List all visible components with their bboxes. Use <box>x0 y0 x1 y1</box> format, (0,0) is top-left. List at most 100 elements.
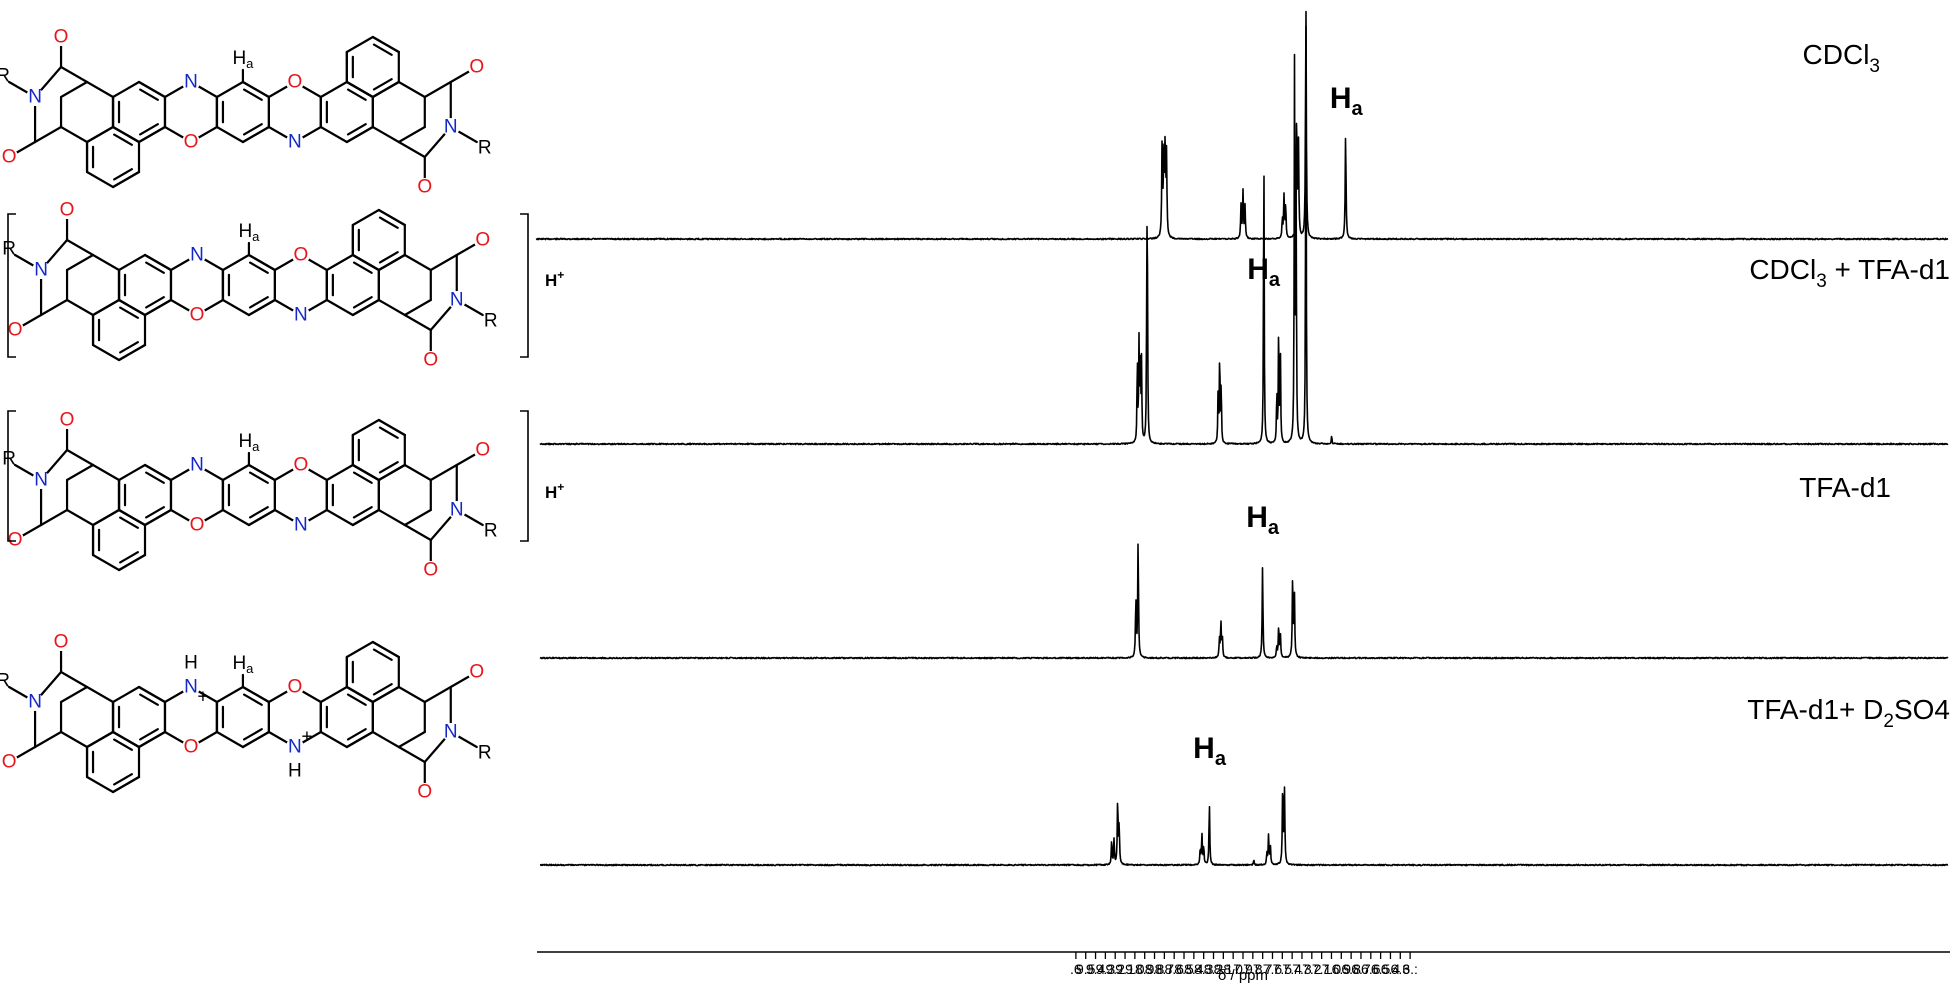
x-tick-label: 7.3 <box>1292 961 1312 977</box>
nitrogen-atom: N <box>34 260 48 281</box>
nitrogen-atom: N <box>450 290 464 311</box>
x-tick-label: 8.7 <box>1155 961 1175 977</box>
ppm-axis: δ / ppm .69.59.49.39.29.19.08.98.88.78.6… <box>537 951 1950 984</box>
bracket-left <box>7 213 16 358</box>
spectrum-3: TFA-d1 Ha H+ <box>539 472 1949 660</box>
oxygen-atom: O <box>287 677 302 698</box>
oxygen-atom: O <box>417 782 432 803</box>
nitrogen-atom: N <box>444 722 458 743</box>
x-tick-label: 8.5 <box>1174 961 1194 977</box>
x-tick-label: 6.: <box>1402 961 1418 977</box>
x-tick-label: 7.9 <box>1233 961 1253 977</box>
nitrogen-atom: N <box>34 470 48 491</box>
oxygen-atom: O <box>184 132 199 153</box>
spectrum-label-2: CDCl3 + TFA-d1 <box>1749 254 1950 292</box>
spectrum-trace-1 <box>535 10 1949 241</box>
spectrum-4: TFA-d1+ D2SO4 Ha <box>539 694 1950 867</box>
spectrum-trace-4 <box>539 786 1949 867</box>
oxygen-atom: O <box>54 27 69 48</box>
nitrogen-atom: N <box>28 87 42 108</box>
oxygen-atom: O <box>184 737 199 758</box>
nitrogen-atom: N <box>190 455 204 476</box>
nitrogen-atom: N <box>190 245 204 266</box>
x-tick-label: 6.6 <box>1361 961 1381 977</box>
spectrum-label-1: CDCl3 <box>1803 39 1880 77</box>
oxygen-atom: O <box>423 350 438 371</box>
r-group-label: R <box>484 311 498 332</box>
x-tick-label: 8.1 <box>1214 961 1234 977</box>
nitrogen-atom: N <box>288 737 302 758</box>
x-tick-label: 8.4 <box>1184 961 1204 977</box>
x-tick-label: 8.3 <box>1194 961 1214 977</box>
x-tick-label: 6.4 <box>1381 961 1401 977</box>
x-tick-label: 9.0 <box>1125 961 1145 977</box>
x-tick-label: 7.5 <box>1273 961 1293 977</box>
ha-atom-label: Ha <box>232 653 254 676</box>
x-tick-label: 7.2 <box>1302 961 1322 977</box>
oxygen-atom: O <box>190 305 205 326</box>
spectrum-trace-3 <box>539 543 1949 660</box>
x-tick-label: 8.9 <box>1135 961 1155 977</box>
nitrogen-atom: N <box>288 132 302 153</box>
x-tick-label: 7.7 <box>1253 961 1273 977</box>
nitrogen-atom: N <box>28 692 42 713</box>
structure-bonds <box>7 640 478 794</box>
nitrogen-atom: N <box>184 677 198 698</box>
r-group-label: R <box>2 239 16 260</box>
bracket-right <box>520 213 529 358</box>
oxygen-atom: O <box>423 560 438 581</box>
x-tick-label: 6.8 <box>1341 961 1361 977</box>
nitrogen-atom: N <box>444 117 458 138</box>
positive-charge: + <box>197 687 208 708</box>
oxygen-atom: O <box>60 410 75 431</box>
bracket-left <box>7 410 16 542</box>
x-axis-label: δ / ppm <box>1218 967 1268 984</box>
r-group-label: R <box>484 521 498 542</box>
x-tick-label: 6.9 <box>1332 961 1352 977</box>
r-group-label: R <box>2 449 16 470</box>
oxygen-atom: O <box>60 200 75 221</box>
r-group-label: R <box>478 138 492 159</box>
nitrogen-atom: N <box>184 72 198 93</box>
x-tick-label: 6.7 <box>1351 961 1371 977</box>
x-tick-label: 8.2 <box>1204 961 1224 977</box>
oxygen-atom: O <box>469 662 484 683</box>
oxygen-atom: O <box>190 515 205 536</box>
bracket-right <box>520 410 529 542</box>
oxygen-atom: O <box>287 72 302 93</box>
proton-ha-label-3: Ha <box>1246 501 1280 539</box>
x-tick-label: 7.8 <box>1243 961 1263 977</box>
proton-ha-label-4: Ha <box>1193 732 1227 770</box>
spectrum-1: CDCl3 Ha <box>535 10 1949 241</box>
x-tick-label: 9.4 <box>1086 961 1106 977</box>
nh-hydrogen-label: H <box>184 653 198 674</box>
x-tick-label: 7.6 <box>1263 961 1283 977</box>
x-tick-label: 7.1 <box>1312 961 1332 977</box>
oxygen-atom: O <box>8 530 23 551</box>
x-tick-label: 8.0 <box>1223 961 1243 977</box>
r-group-label: R <box>0 671 10 692</box>
spectrum-2: CDCl3 + TFA-d1 Ha H+ <box>539 25 1950 446</box>
oxygen-atom: O <box>469 57 484 78</box>
x-tick-label: 7.0 <box>1322 961 1342 977</box>
spectrum-trace-2 <box>539 25 1949 446</box>
oxygen-atom: O <box>293 455 308 476</box>
ha-atom-label: Ha <box>238 431 260 454</box>
x-tick-label: 6.3 <box>1391 961 1411 977</box>
ha-atom-label: Ha <box>232 48 254 71</box>
x-tick-label: 6.5 <box>1371 961 1391 977</box>
x-tick-label: .6 <box>1070 961 1082 977</box>
nitrogen-atom: N <box>294 305 308 326</box>
counter-ion-label-3: H+ <box>545 480 564 502</box>
oxygen-atom: O <box>475 440 490 461</box>
